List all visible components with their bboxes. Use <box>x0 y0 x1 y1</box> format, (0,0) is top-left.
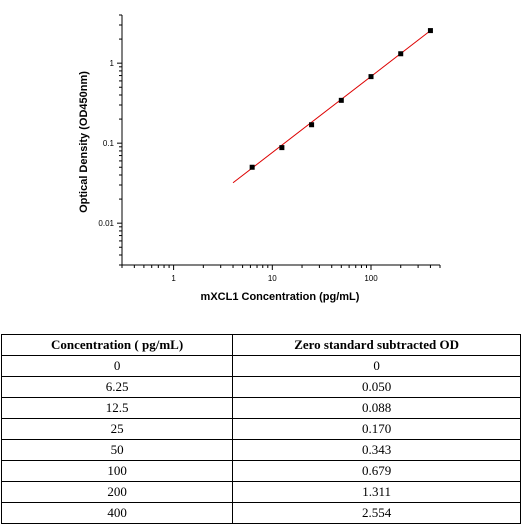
table-row: 400 2.554 <box>0 502 521 524</box>
table-cell-concentration: 400 <box>0 502 234 524</box>
table-cell-od: 0.050 <box>232 376 521 398</box>
column-header-od: Zero standard subtracted OD <box>232 334 521 356</box>
table-cell-concentration: 12.5 <box>0 397 234 419</box>
plot-axes <box>121 15 440 266</box>
table-cell-concentration: 6.25 <box>0 376 234 398</box>
table-cell-od: 0.088 <box>232 397 521 419</box>
data-point <box>309 122 315 128</box>
table-cell-od: 0.343 <box>232 439 521 461</box>
table-row: 100 0.679 <box>0 460 521 482</box>
y-tick-label: 0.01 <box>98 219 114 228</box>
table-cell-concentration: 50 <box>0 439 234 461</box>
table-cell-od: 0.679 <box>232 460 521 482</box>
fit-line-group <box>232 30 431 184</box>
x-axis-title: mXCL1 Concentration (pg/mL) <box>201 291 360 303</box>
data-points <box>249 28 433 170</box>
table-cell-concentration: 25 <box>0 418 234 440</box>
data-point <box>279 145 285 151</box>
data-point <box>338 97 344 103</box>
table-header-row: Concentration ( pg/mL) Zero standard sub… <box>0 334 521 356</box>
x-tick-label: 1 <box>171 274 176 283</box>
data-point <box>398 51 404 57</box>
fit-line <box>232 30 431 184</box>
data-point <box>249 164 255 170</box>
data-point <box>427 28 433 34</box>
table-row: 12.5 0.088 <box>0 397 521 419</box>
data-point <box>368 74 374 80</box>
y-axis-title: Optical Density (OD450nm) <box>78 71 90 213</box>
table-cell-concentration: 100 <box>0 460 234 482</box>
standard-data-table: Concentration ( pg/mL) Zero standard sub… <box>0 334 521 524</box>
table-cell-od: 0.170 <box>232 418 521 440</box>
table-cell-concentration: 0 <box>0 355 234 377</box>
table-row: 25 0.170 <box>0 418 521 440</box>
table-row: 50 0.343 <box>0 439 521 461</box>
y-tick-label: 1 <box>110 59 115 68</box>
x-tick-label: 100 <box>364 274 378 283</box>
axis-ticks: 1 10 100 0.01 0.1 1 <box>98 14 441 283</box>
table-cell-od: 1.311 <box>232 481 521 503</box>
table-row: 200 1.311 <box>0 481 521 503</box>
column-header-concentration: Concentration ( pg/mL) <box>0 334 234 356</box>
y-tick-label: 0.1 <box>103 139 115 148</box>
table-cell-od: 0 <box>232 355 521 377</box>
x-tick-label: 10 <box>268 274 277 283</box>
table-cell-od: 2.554 <box>232 502 521 524</box>
table-row: 6.25 0.050 <box>0 376 521 398</box>
table-cell-concentration: 200 <box>0 481 234 503</box>
standard-curve-chart: 1 10 100 0.01 0.1 1 mXCL1 Concentration (pg/m… <box>78 14 441 303</box>
